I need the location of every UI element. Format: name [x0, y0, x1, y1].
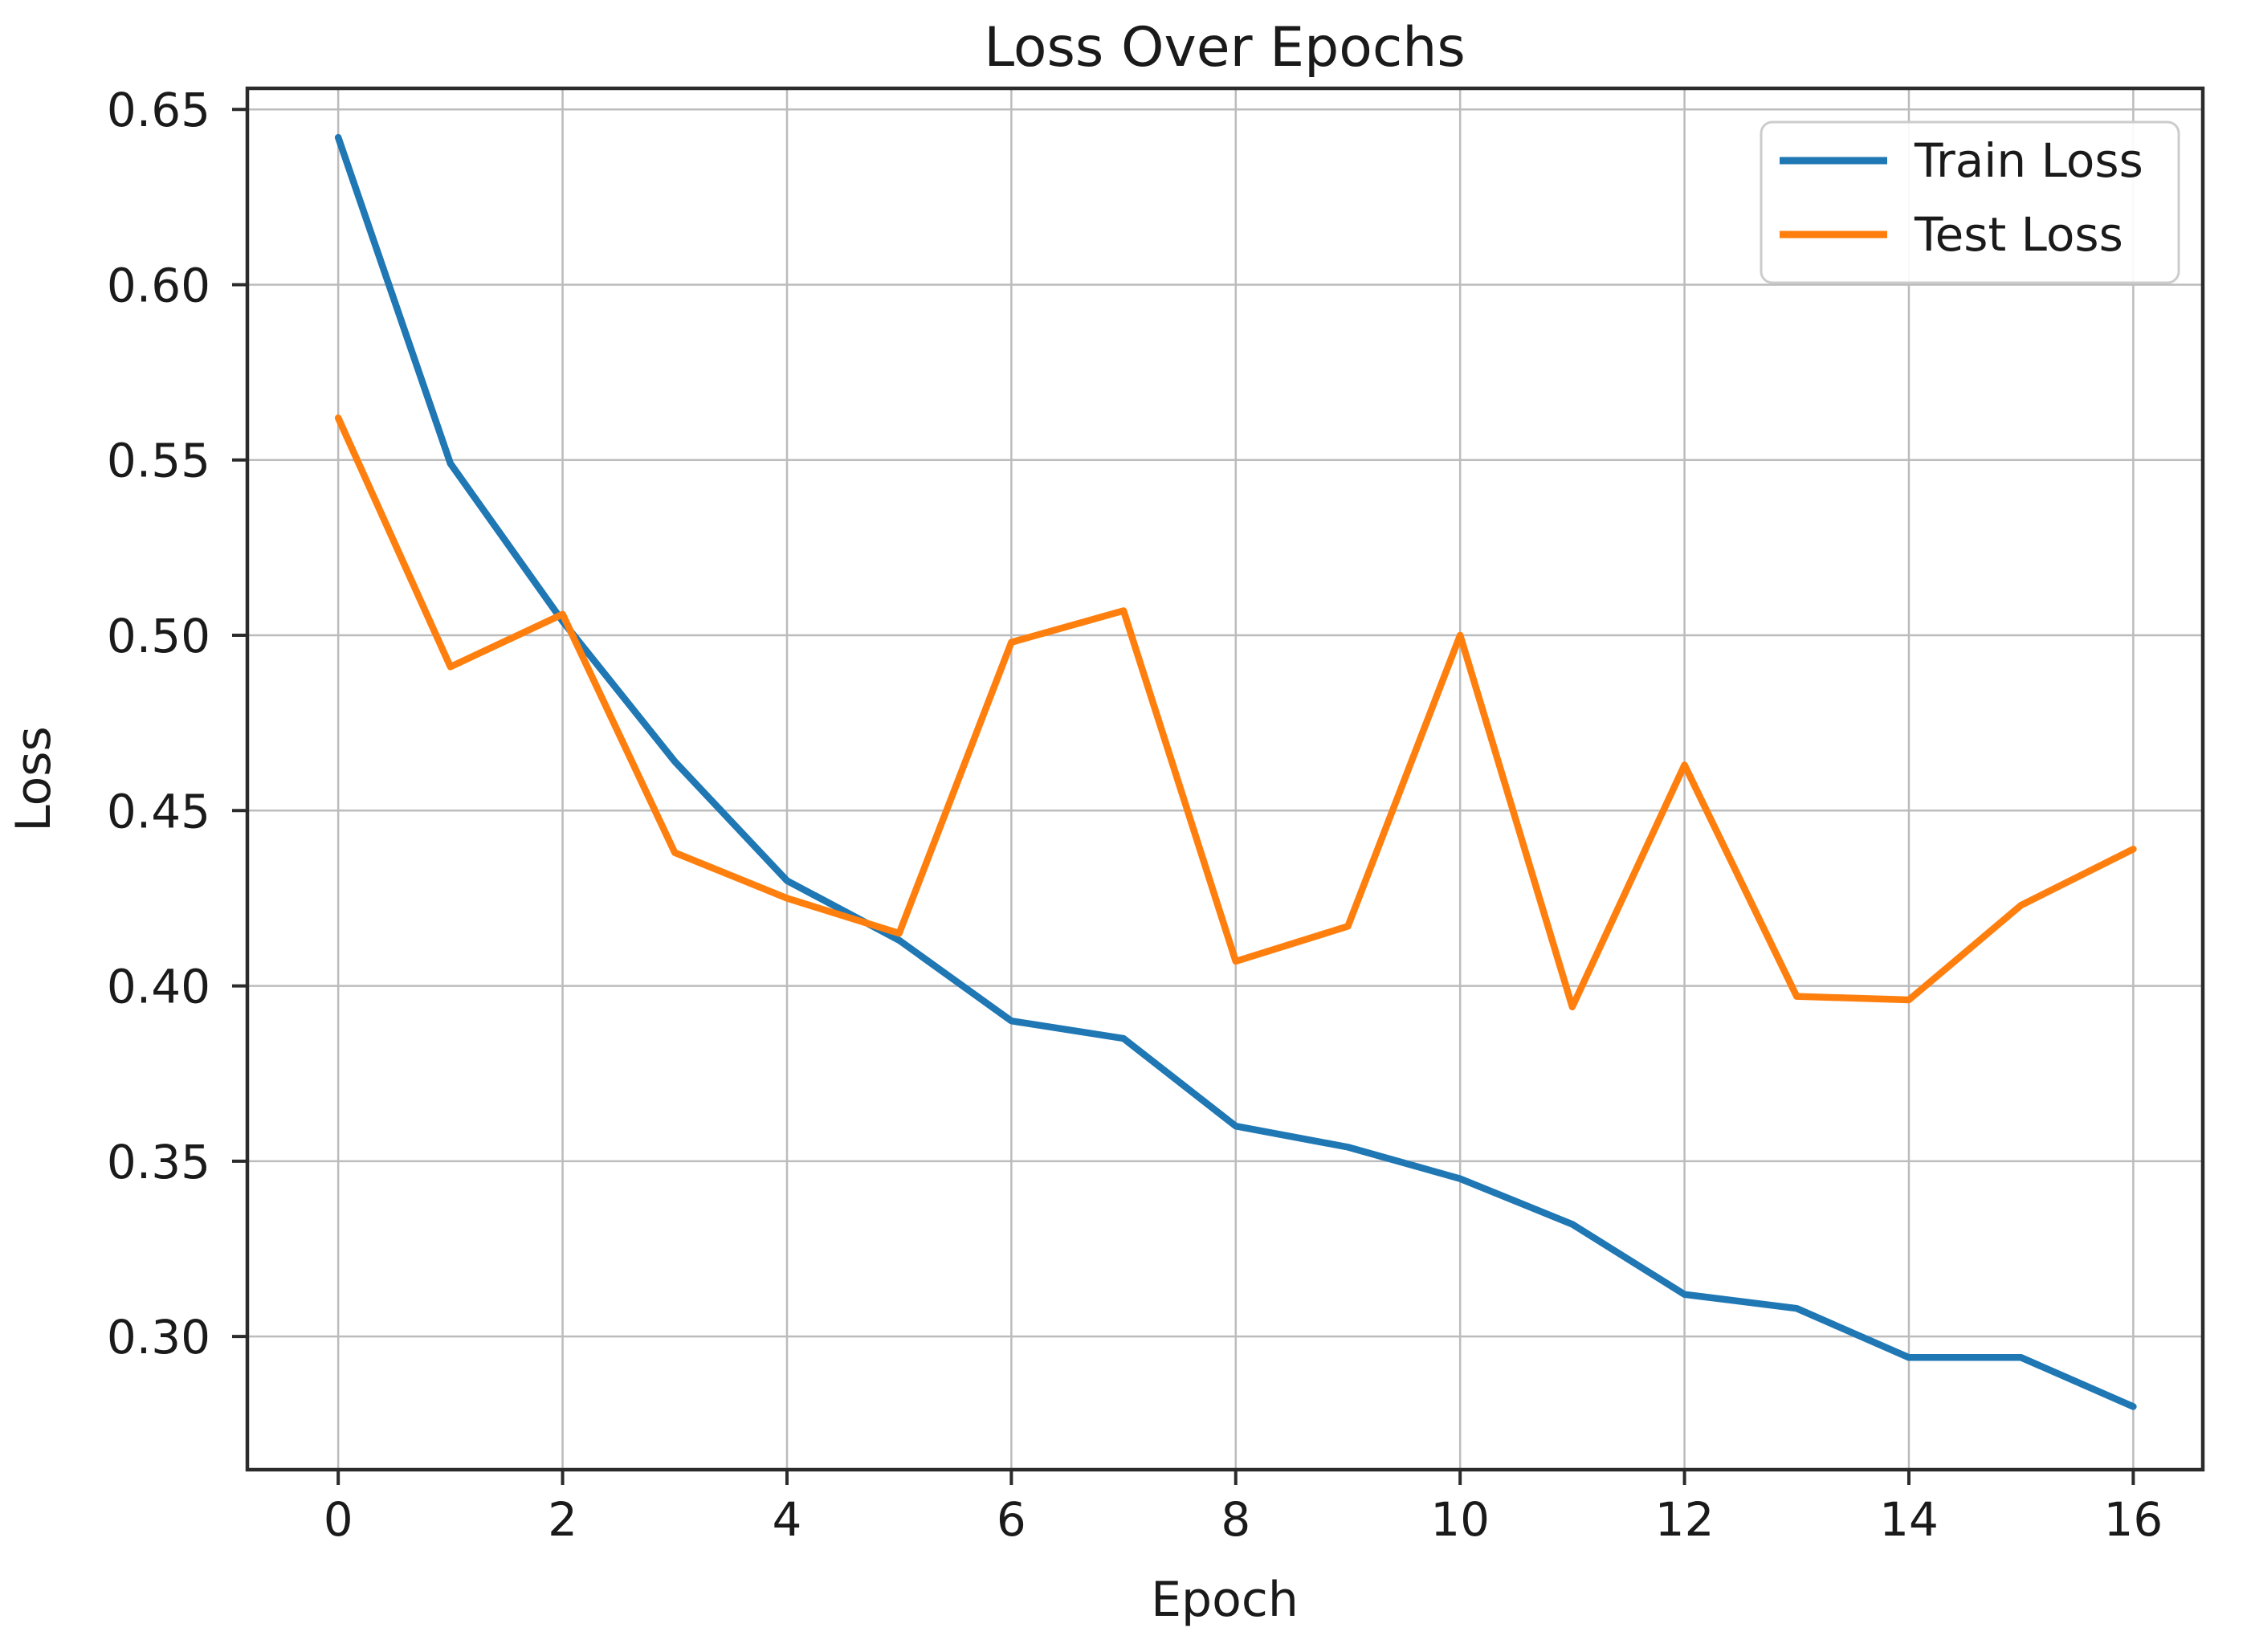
x-tick-label: 12 — [1655, 1492, 1715, 1547]
x-tick-label: 0 — [324, 1492, 353, 1547]
legend: Train Loss Test Loss — [1760, 120, 2180, 284]
series-line-test-loss — [334, 414, 2137, 1011]
y-tick-label: 0.45 — [107, 784, 210, 838]
y-tick-label: 0.40 — [107, 960, 210, 1014]
tick-layer: 0 2 4 6 8 10 12 14 16 0.30 0.35 0.40 0.45 0.50 0.55 0.6… — [107, 83, 2163, 1547]
series-layer — [334, 133, 2137, 1410]
legend-train-loss-label: Train Loss — [1914, 133, 2143, 188]
x-tick-label: 6 — [997, 1492, 1026, 1547]
x-tick-label: 2 — [548, 1492, 577, 1547]
plot-border — [245, 86, 2205, 1472]
x-axis-label: Epoch — [1151, 1572, 1299, 1628]
x-tick-label: 8 — [1221, 1492, 1250, 1547]
series-line-train-loss — [334, 133, 2137, 1410]
y-axis-label: Loss — [6, 726, 62, 832]
x-tick-label: 4 — [773, 1492, 802, 1547]
y-tick-label: 0.30 — [107, 1310, 210, 1364]
y-tick-label: 0.60 — [107, 258, 210, 312]
y-tick-label: 0.55 — [107, 434, 210, 488]
x-tick-label: 10 — [1430, 1492, 1490, 1547]
y-tick-label: 0.50 — [107, 609, 210, 663]
chart-title: Loss Over Epochs — [984, 16, 1466, 80]
y-tick-label: 0.65 — [107, 83, 210, 137]
legend-test-loss-label: Test Loss — [1914, 207, 2123, 262]
x-tick-label: 16 — [2103, 1492, 2163, 1547]
x-tick-label: 14 — [1879, 1492, 1939, 1547]
grid-layer — [247, 88, 2203, 1470]
y-tick-label: 0.35 — [107, 1135, 210, 1189]
